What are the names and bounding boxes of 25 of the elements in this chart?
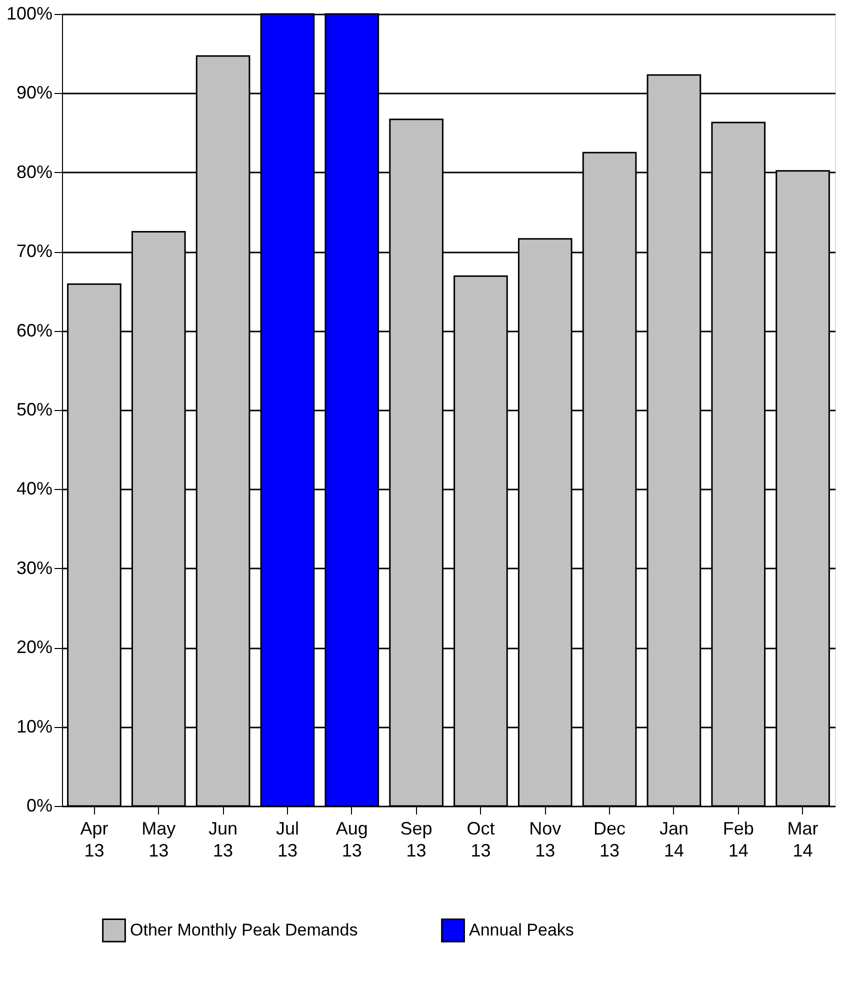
y-tick-label: 80% xyxy=(16,162,52,182)
x-tick-label: Feb 14 xyxy=(722,818,754,860)
y-tick-label: 70% xyxy=(16,241,52,262)
legend-label: Other Monthly Peak Demands xyxy=(130,920,358,940)
y-tick-label: 40% xyxy=(16,478,52,499)
x-tick-label: Mar 14 xyxy=(787,818,818,860)
x-tick-label: Dec 13 xyxy=(594,818,626,860)
y-tick-label: 0% xyxy=(26,796,52,816)
y-tick-label: 100% xyxy=(6,4,52,24)
x-tick-label: Nov 13 xyxy=(529,818,562,860)
y-tick-label: 20% xyxy=(16,637,52,658)
legend-label: Annual Peaks xyxy=(469,920,574,940)
x-tick-label: Aug 13 xyxy=(336,818,368,860)
y-tick-label: 50% xyxy=(16,400,52,420)
x-tick-label: May 13 xyxy=(142,818,176,860)
x-tick-label: Apr 13 xyxy=(80,818,108,860)
y-tick-label: 30% xyxy=(16,558,52,578)
x-tick-label: Jul 13 xyxy=(276,818,299,860)
x-tick-label: Oct 13 xyxy=(466,818,495,860)
y-tick-label: 10% xyxy=(16,716,52,736)
y-tick-label: 60% xyxy=(16,320,52,340)
x-tick-label: Jun 13 xyxy=(208,818,238,860)
y-tick-label: 90% xyxy=(16,82,52,103)
x-tick-label: Jan 14 xyxy=(659,818,688,860)
x-tick-label: Sep 13 xyxy=(400,818,432,860)
